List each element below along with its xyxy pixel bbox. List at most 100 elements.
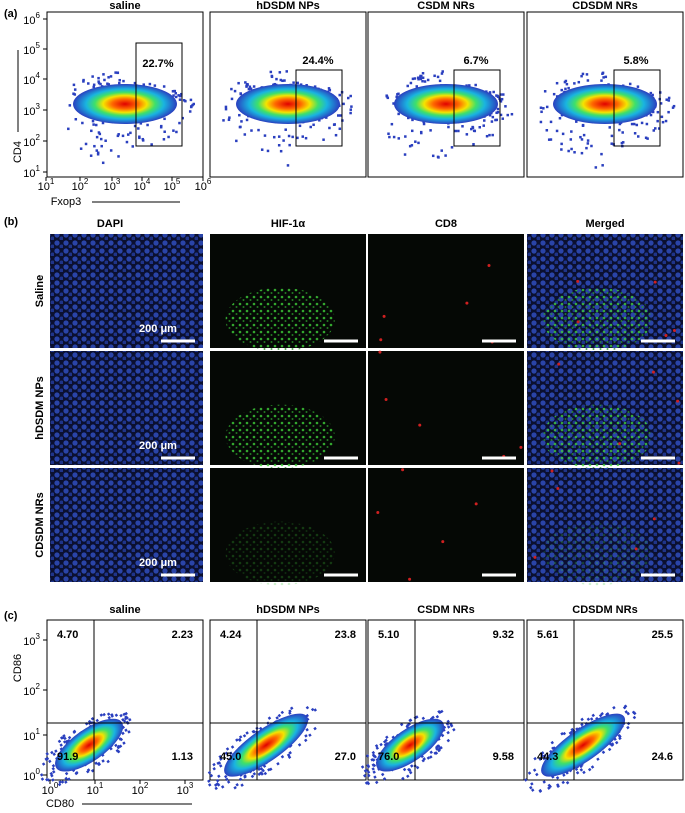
quadrant-value: 76.0 — [378, 751, 399, 763]
event-dot — [436, 75, 440, 79]
plot-title: saline — [109, 604, 140, 616]
tick-base: 10 — [38, 181, 50, 193]
tick-exponent: 1 — [36, 727, 41, 736]
micrograph — [50, 351, 203, 465]
event-dot — [667, 96, 671, 100]
event-dot — [465, 133, 469, 136]
event-dot — [298, 124, 302, 128]
event-dot — [446, 738, 451, 743]
event-dot — [281, 79, 284, 83]
event-dot — [620, 141, 624, 145]
event-dot — [104, 139, 107, 142]
event-dot — [228, 116, 231, 119]
event-dot — [233, 89, 237, 93]
event-dot — [491, 133, 494, 137]
event-dot — [630, 122, 634, 126]
event-dot — [591, 713, 595, 718]
event-dot — [58, 780, 62, 784]
event-dot — [163, 130, 166, 133]
event-dot — [174, 95, 178, 99]
tick-base: 10 — [23, 168, 35, 180]
event-dot — [570, 727, 574, 732]
event-dot — [415, 85, 419, 88]
event-dot — [312, 123, 315, 127]
event-dot — [406, 84, 409, 88]
event-dot — [174, 92, 178, 95]
event-dot — [138, 136, 141, 140]
event-dot — [285, 70, 288, 73]
gate — [135, 42, 183, 147]
cd8-signal — [384, 398, 388, 402]
event-dot — [97, 81, 101, 85]
event-dot — [610, 134, 614, 138]
gate-percent: 6.7% — [463, 55, 488, 67]
event-dot — [305, 705, 310, 710]
plot-title: CSDM NRs — [417, 604, 474, 616]
event-dot — [51, 778, 55, 782]
event-dot — [313, 85, 317, 88]
event-dot — [278, 71, 282, 74]
event-dot — [392, 135, 396, 139]
event-dot — [50, 750, 54, 755]
event-dot — [542, 107, 545, 110]
event-dot — [334, 133, 338, 137]
cd8-signal — [576, 320, 580, 324]
event-dot — [579, 135, 582, 139]
cd8-signal — [418, 423, 422, 427]
event-dot — [349, 94, 352, 98]
plot-title: hDSDM NPs — [256, 0, 320, 12]
event-dot — [633, 711, 637, 716]
event-dot — [499, 100, 503, 103]
tick-label: 105 — [164, 177, 181, 193]
event-dot — [540, 751, 545, 755]
event-dot — [244, 81, 247, 84]
tick-base: 10 — [177, 785, 189, 797]
event-dot — [284, 128, 287, 131]
event-dot — [601, 164, 604, 167]
tick-exponent: 2 — [36, 133, 41, 142]
event-dot — [580, 717, 584, 722]
tick-base: 10 — [23, 771, 35, 783]
event-dot — [124, 716, 128, 721]
event-dot — [366, 763, 370, 768]
event-dot — [342, 102, 345, 106]
event-dot — [240, 783, 244, 787]
event-dot — [133, 81, 137, 85]
event-dot — [589, 717, 594, 721]
cd8-signal — [465, 301, 469, 305]
event-dot — [296, 81, 299, 85]
cd8-signal — [672, 329, 676, 333]
event-dot — [499, 113, 503, 117]
event-dot — [474, 83, 477, 87]
event-dot — [224, 107, 228, 111]
event-dot — [370, 758, 374, 762]
event-dot — [224, 774, 228, 779]
event-dot — [527, 771, 532, 775]
event-dot — [573, 151, 576, 154]
tick-exponent: 5 — [176, 177, 181, 186]
event-dot — [162, 85, 166, 88]
tick-base: 10 — [42, 785, 54, 797]
event-dot — [171, 90, 175, 93]
event-dot — [235, 738, 239, 742]
event-dot — [263, 134, 267, 137]
event-dot — [260, 148, 264, 151]
column-title: DAPI — [97, 218, 123, 230]
event-dot — [382, 740, 387, 744]
event-dot — [422, 757, 426, 761]
event-dot — [454, 129, 457, 133]
event-dot — [235, 139, 238, 143]
tick-base: 10 — [23, 45, 35, 57]
plot-title: CSDM NRs — [417, 0, 474, 12]
quadrant-value: 2.23 — [172, 629, 193, 641]
panel-label: (c) — [4, 610, 18, 622]
event-dot — [245, 84, 248, 87]
tick-base: 10 — [195, 181, 207, 193]
event-dot — [672, 104, 676, 108]
tick-exponent: 6 — [207, 177, 212, 186]
event-dot — [117, 133, 120, 136]
event-dot — [178, 121, 181, 125]
event-dot — [491, 115, 495, 119]
event-dot — [438, 79, 442, 83]
event-dot — [452, 727, 456, 732]
